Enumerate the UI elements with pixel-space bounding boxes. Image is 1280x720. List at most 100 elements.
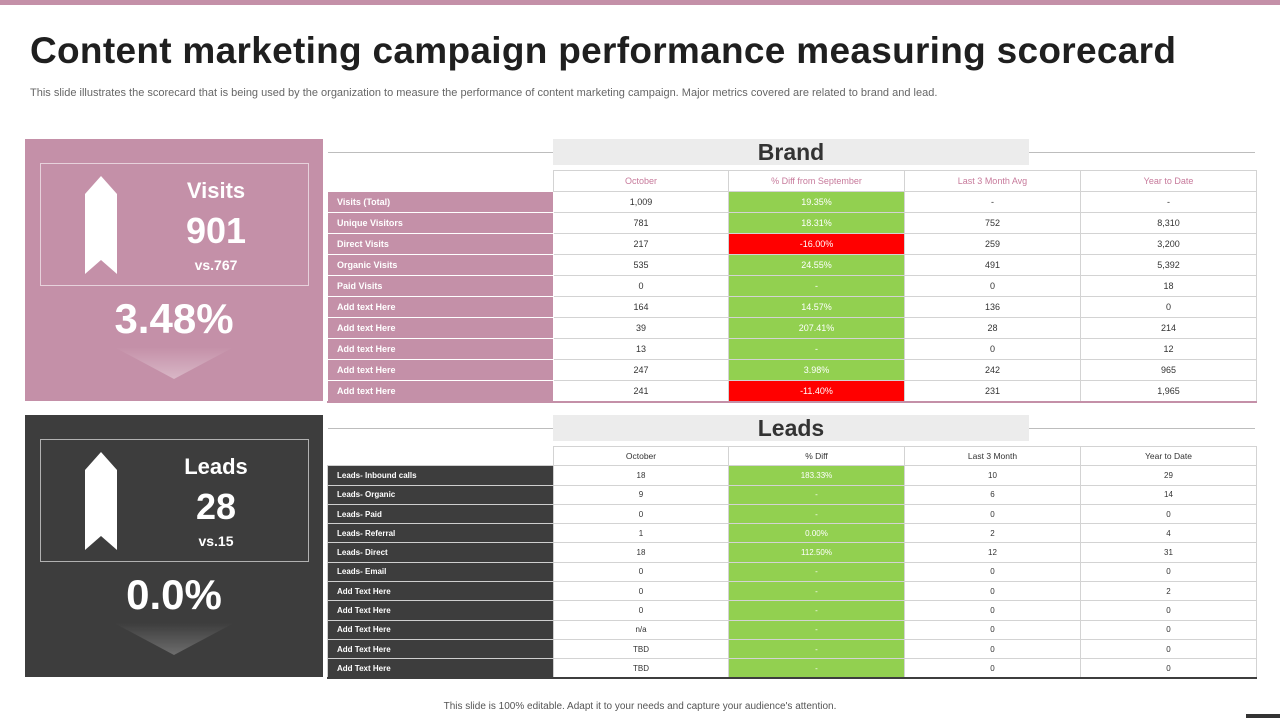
- row-label: Add Text Here: [327, 581, 554, 602]
- ytd-cell: 2: [1080, 581, 1257, 602]
- page-title: Content marketing campaign performance m…: [30, 30, 1177, 71]
- ytd-cell: 12: [1080, 338, 1257, 360]
- up-arrow-ribbon-icon: [85, 452, 117, 550]
- ytd-cell: 965: [1080, 359, 1257, 381]
- leads-table-header: October % Diff Last 3 Month Year to Date: [327, 445, 1257, 467]
- avg-cell: 242: [904, 359, 1081, 381]
- table-row: Leads- Email 0-0 0: [327, 561, 1257, 583]
- leads-header-blank: [327, 446, 554, 466]
- ytd-cell: 1,965: [1080, 380, 1257, 402]
- october-cell: 18: [553, 542, 729, 563]
- brand-col-header: Last 3 Month Avg: [904, 170, 1081, 192]
- table-row: Leads- Inbound calls 18 183.33% 10 29: [327, 465, 1257, 486]
- brand-col-header: % Diff from September: [728, 170, 905, 192]
- ytd-cell: 5,392: [1080, 254, 1257, 276]
- leads-kpi-value: 28: [195, 486, 237, 527]
- ytd-cell: 0: [1080, 658, 1257, 679]
- avg-cell: 259: [904, 233, 1081, 255]
- avg-cell: 2: [904, 523, 1081, 544]
- table-row: Add Text Here 0-0 0: [327, 600, 1257, 621]
- brand-table-header: October % Diff from September Last 3 Mon…: [327, 170, 1257, 192]
- visits-kpi-label: Visits: [186, 178, 246, 203]
- row-label: Add Text Here: [327, 619, 554, 640]
- diff-cell: 19.35%: [728, 191, 905, 213]
- visits-kpi-box: Visits 901 vs.767: [40, 163, 309, 286]
- table-row: Add text Here 247 3.98% 242 965: [327, 359, 1257, 381]
- october-cell: 1: [553, 523, 729, 544]
- up-arrow-ribbon-icon: [85, 176, 117, 274]
- row-label: Add text Here: [327, 317, 554, 339]
- row-label: Add text Here: [327, 359, 554, 381]
- down-triangle-icon: [114, 347, 234, 379]
- avg-cell: 0: [904, 275, 1081, 297]
- table-row: Add Text Here n/a -0 0: [327, 619, 1257, 640]
- diff-cell: -: [728, 658, 905, 679]
- diff-cell: 112.50%: [728, 542, 905, 563]
- ytd-cell: 214: [1080, 317, 1257, 339]
- table-row: Visits (Total) 1,009 19.35% - -: [327, 191, 1257, 213]
- ytd-cell: 0: [1080, 600, 1257, 621]
- table-row: Organic Visits 535 24.55% 491 5,392: [327, 254, 1257, 276]
- avg-cell: 0: [904, 581, 1081, 602]
- avg-cell: 0: [904, 338, 1081, 360]
- diff-cell: -: [728, 561, 905, 583]
- diff-cell: -: [728, 581, 905, 602]
- ytd-cell: 18: [1080, 275, 1257, 297]
- down-triangle-icon: [114, 623, 234, 655]
- october-cell: n/a: [553, 619, 729, 640]
- row-label: Leads- Direct: [327, 542, 554, 563]
- diff-cell: 183.33%: [728, 465, 905, 486]
- row-label: Add Text Here: [327, 600, 554, 621]
- row-label: Leads- Paid: [327, 503, 554, 525]
- row-label: Leads- Organic: [327, 484, 554, 505]
- top-accent-bar: [0, 0, 1280, 5]
- october-cell: 241: [553, 380, 729, 402]
- leads-kpi-box: Leads 28 vs.15: [40, 439, 309, 562]
- diff-cell: 24.55%: [728, 254, 905, 276]
- avg-cell: 0: [904, 638, 1081, 660]
- row-label: Organic Visits: [327, 254, 554, 276]
- diff-cell: -: [728, 503, 905, 525]
- row-label: Leads- Referral: [327, 523, 554, 544]
- avg-cell: 0: [904, 600, 1081, 621]
- avg-cell: -: [904, 191, 1081, 213]
- ytd-cell: 14: [1080, 484, 1257, 505]
- corner-mark: [1246, 714, 1280, 718]
- avg-cell: 0: [904, 561, 1081, 583]
- avg-cell: 491: [904, 254, 1081, 276]
- table-row: Add text Here 13-0 12: [327, 338, 1257, 360]
- leads-col-header: Year to Date: [1080, 445, 1257, 467]
- row-label: Add text Here: [327, 296, 554, 318]
- row-label: Direct Visits: [327, 233, 554, 255]
- october-cell: 164: [553, 296, 729, 318]
- table-row: Leads- Organic 9-6 14: [327, 484, 1257, 505]
- ytd-cell: 3,200: [1080, 233, 1257, 255]
- row-label: Unique Visitors: [327, 212, 554, 234]
- table-row: Unique Visitors 781 18.31% 752 8,310: [327, 212, 1257, 234]
- october-cell: 18: [553, 465, 729, 486]
- leads-col-header: October: [553, 445, 729, 467]
- diff-cell: 14.57%: [728, 296, 905, 318]
- ytd-cell: 31: [1080, 542, 1257, 563]
- october-cell: 781: [553, 212, 729, 234]
- ytd-cell: 29: [1080, 465, 1257, 486]
- row-label: Add Text Here: [327, 658, 554, 679]
- diff-cell: 207.41%: [728, 317, 905, 339]
- visits-kpi-panel: Visits 901 vs.767 3.48%: [25, 139, 323, 401]
- ytd-cell: 0: [1080, 638, 1257, 660]
- october-cell: 535: [553, 254, 729, 276]
- leads-kpi-change: 0.0%: [126, 571, 222, 618]
- row-label: Add text Here: [327, 338, 554, 360]
- diff-cell: 18.31%: [728, 212, 905, 234]
- leads-col-header: Last 3 Month: [904, 445, 1081, 467]
- leads-col-header: % Diff: [728, 445, 905, 467]
- october-cell: 247: [553, 359, 729, 381]
- table-row: Add text Here 164 14.57% 136 0: [327, 296, 1257, 318]
- brand-col-header: October: [553, 170, 729, 192]
- avg-cell: 231: [904, 380, 1081, 402]
- avg-cell: 6: [904, 484, 1081, 505]
- row-label: Add text Here: [327, 380, 554, 402]
- page-subtitle: This slide illustrates the scorecard tha…: [30, 87, 938, 99]
- ytd-cell: 0: [1080, 296, 1257, 318]
- avg-cell: 12: [904, 542, 1081, 563]
